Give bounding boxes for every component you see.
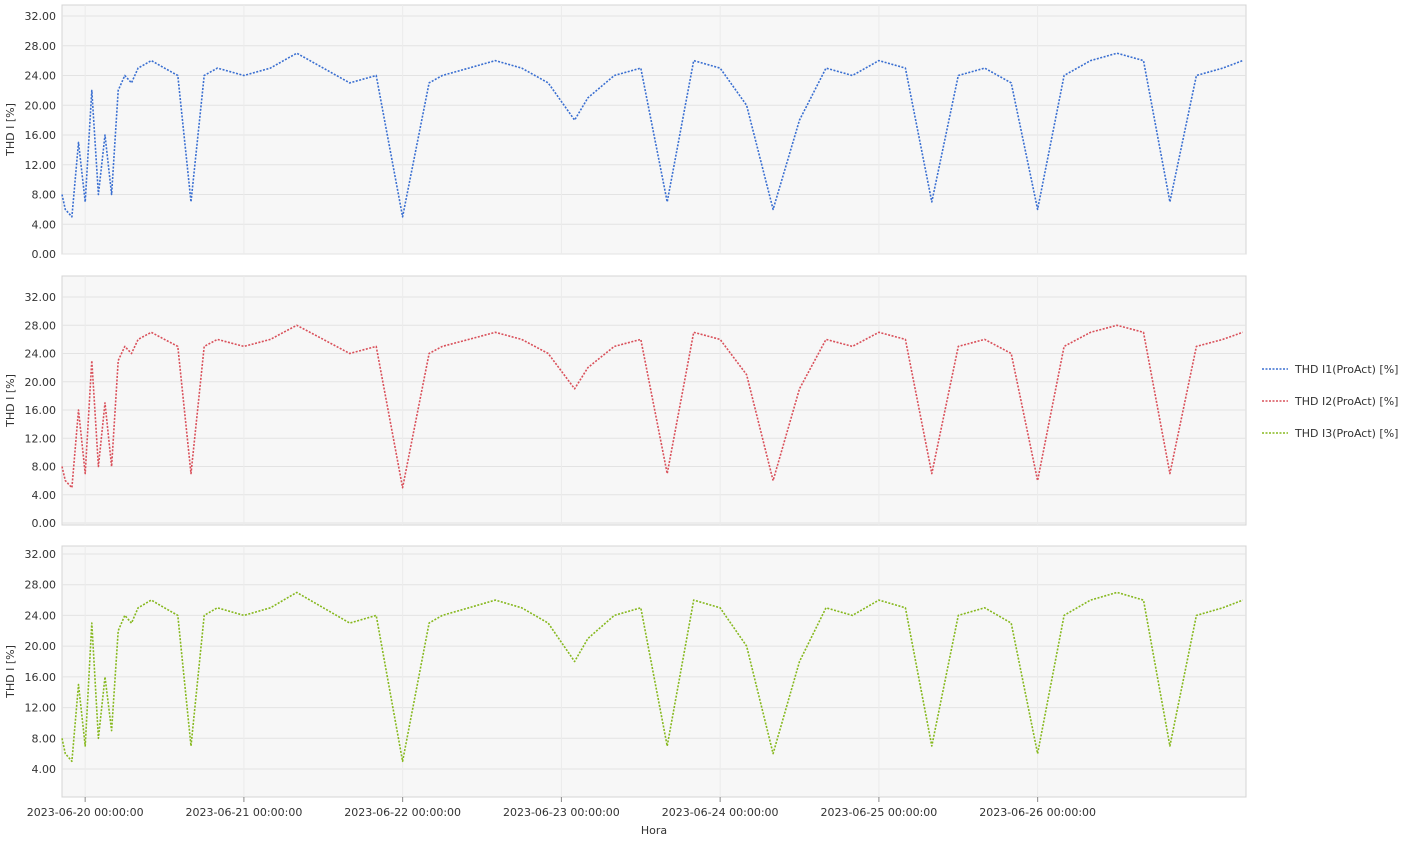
plot-area-1 xyxy=(61,4,1247,255)
y-tick-label: 24.00 xyxy=(25,70,57,83)
y-tick-label: 0.00 xyxy=(32,517,57,530)
y-tick-label: 4.00 xyxy=(32,218,57,231)
x-axis-title: Hora xyxy=(641,824,667,837)
y-tick-label: 20.00 xyxy=(25,640,57,653)
y-tick-label: 24.00 xyxy=(25,348,57,361)
y-tick-label: 12.00 xyxy=(25,702,57,715)
x-tick-label: 2023-06-25 00:00:00 xyxy=(820,806,937,819)
plot-area-2 xyxy=(61,275,1247,526)
y-tick-label: 32.00 xyxy=(25,10,57,23)
y-axis-title: THD I [%] xyxy=(4,103,17,157)
y-tick-label: 16.00 xyxy=(25,671,57,684)
y-tick-label: 8.00 xyxy=(32,189,57,202)
y-tick-label: 28.00 xyxy=(25,319,57,332)
x-tick-label: 2023-06-24 00:00:00 xyxy=(662,806,779,819)
x-tick-label: 2023-06-23 00:00:00 xyxy=(503,806,620,819)
y-tick-label: 20.00 xyxy=(25,376,57,389)
x-tick-label: 2023-06-21 00:00:00 xyxy=(185,806,302,819)
y-tick-label: 24.00 xyxy=(25,609,57,622)
y-tick-label: 12.00 xyxy=(25,432,57,445)
legend-label: THD I3(ProAct) [%] xyxy=(1294,427,1398,440)
series-line-thd-i1 xyxy=(61,52,1243,218)
y-tick-label: 8.00 xyxy=(32,461,57,474)
legend-label: THD I1(ProAct) [%] xyxy=(1294,363,1398,376)
x-tick-label: 2023-06-20 00:00:00 xyxy=(27,806,144,819)
y-tick-label: 28.00 xyxy=(25,40,57,53)
y-tick-label: 32.00 xyxy=(25,548,57,561)
y-tick-label: 4.00 xyxy=(32,489,57,502)
y-tick-label: 20.00 xyxy=(25,99,57,112)
y-tick-label: 16.00 xyxy=(25,404,57,417)
y-tick-label: 4.00 xyxy=(32,763,57,776)
legend: THD I1(ProAct) [%] THD I2(ProAct) [%] THD … xyxy=(1262,363,1398,440)
legend-label: THD I2(ProAct) [%] xyxy=(1294,395,1398,408)
series-line-thd-i3 xyxy=(61,591,1243,763)
x-tick-label: 2023-06-26 00:00:00 xyxy=(979,806,1096,819)
y-tick-label: 12.00 xyxy=(25,159,57,172)
y-tick-label: 0.00 xyxy=(32,248,57,261)
y-tick-label: 28.00 xyxy=(25,579,57,592)
y-axis-title: THD I [%] xyxy=(4,374,17,428)
y-tick-label: 16.00 xyxy=(25,129,57,142)
plot-area-3 xyxy=(61,545,1247,798)
y-axis-title: THD I [%] xyxy=(4,645,17,699)
y-tick-label: 32.00 xyxy=(25,291,57,304)
x-tick-label: 2023-06-22 00:00:00 xyxy=(344,806,461,819)
series-line-thd-i2 xyxy=(61,324,1243,489)
y-tick-label: 8.00 xyxy=(32,732,57,745)
